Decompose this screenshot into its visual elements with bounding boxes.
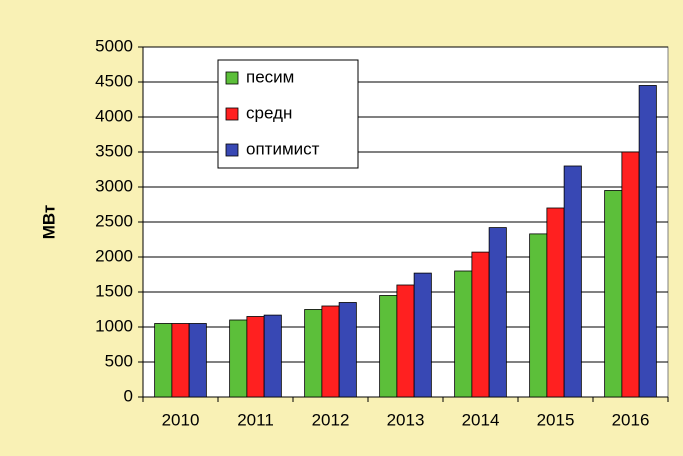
bar [379, 295, 398, 398]
bar [171, 323, 190, 398]
bar [413, 272, 432, 398]
bar [321, 305, 340, 398]
y-tick-label: 0 [124, 386, 133, 405]
x-tick-label: 2015 [537, 410, 575, 429]
y-tick-label: 5000 [95, 36, 133, 55]
bar [338, 302, 357, 398]
legend-swatch [225, 71, 239, 85]
bar [638, 85, 657, 398]
y-tick-label: 3000 [95, 176, 133, 195]
y-tick-label: 1500 [95, 281, 133, 300]
bar [304, 309, 323, 398]
y-tick-label: 2000 [95, 246, 133, 265]
legend-swatch [225, 107, 239, 121]
legend-label: песим [246, 67, 294, 86]
y-tick-label: 4000 [95, 106, 133, 125]
y-tick-label: 3500 [95, 141, 133, 160]
y-axis-label: МВт [39, 205, 58, 240]
legend-box [217, 59, 359, 169]
bar [529, 233, 548, 398]
bar [488, 227, 507, 398]
bar [154, 323, 173, 398]
bar [246, 316, 265, 398]
legend-label: средн [246, 103, 292, 122]
y-tick-label: 1000 [95, 316, 133, 335]
legend-label: оптимист [246, 139, 320, 158]
bar [471, 251, 490, 398]
bar [263, 314, 282, 398]
bar [563, 165, 582, 398]
bar [229, 319, 248, 398]
x-tick-label: 2011 [237, 410, 274, 429]
x-tick-label: 2014 [462, 410, 500, 429]
bar [546, 207, 565, 398]
x-tick-label: 2016 [612, 410, 650, 429]
y-tick-label: 500 [105, 351, 133, 370]
x-tick-label: 2012 [312, 410, 350, 429]
bar [454, 270, 473, 398]
bar [604, 190, 623, 398]
y-tick-label: 2500 [95, 211, 133, 230]
legend-swatch [225, 143, 239, 157]
x-tick-label: 2013 [387, 410, 425, 429]
x-tick-label: 2010 [162, 410, 200, 429]
bar [188, 323, 207, 398]
y-tick-label: 4500 [95, 71, 133, 90]
bar [396, 284, 415, 398]
bar [621, 151, 640, 398]
